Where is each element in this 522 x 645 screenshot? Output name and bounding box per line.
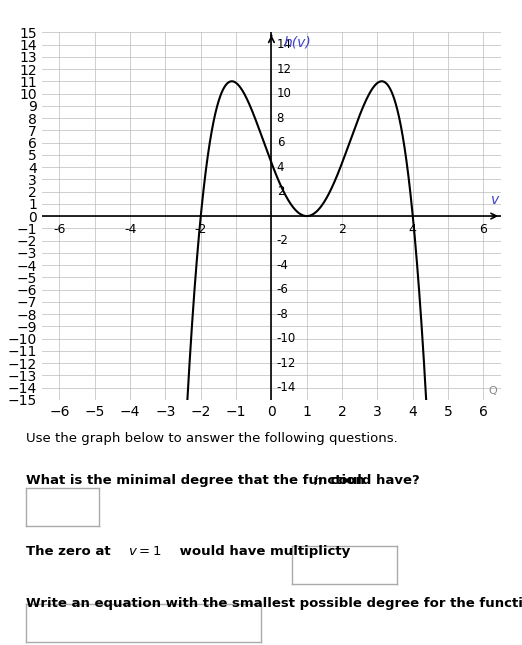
Text: -4: -4 [277,259,289,272]
Text: The zero at: The zero at [26,545,115,558]
Text: v: v [491,194,500,208]
Text: Use the graph below to answer the following questions.: Use the graph below to answer the follow… [26,432,398,445]
Text: would have multiplicty: would have multiplicty [175,545,350,558]
Text: -12: -12 [277,357,296,370]
Text: 2: 2 [338,223,346,237]
Text: 4: 4 [277,161,284,174]
Text: 6: 6 [480,223,488,237]
Text: 2: 2 [277,185,284,198]
Text: 10: 10 [277,87,292,100]
Text: 12: 12 [277,63,292,75]
Text: 8: 8 [277,112,284,124]
Text: $h$: $h$ [313,474,323,488]
Text: -6: -6 [277,283,289,296]
Text: h(v): h(v) [284,36,312,50]
Text: -2: -2 [195,223,207,237]
Text: -14: -14 [277,381,296,394]
Text: Write an equation with the smallest possible degree for the function graphed abo: Write an equation with the smallest poss… [26,597,522,610]
Text: Q: Q [489,386,497,396]
Text: -6: -6 [53,223,66,237]
Text: -8: -8 [277,308,289,321]
Text: 4: 4 [409,223,417,237]
Text: 6: 6 [277,136,284,149]
Text: -2: -2 [277,234,289,247]
Text: $v = 1$: $v = 1$ [128,545,161,558]
Text: could have?: could have? [326,474,420,487]
Text: What is the minimal degree that the function: What is the minimal degree that the func… [26,474,370,487]
Text: -4: -4 [124,223,136,237]
Text: -10: -10 [277,332,296,345]
Text: 14: 14 [277,38,292,51]
